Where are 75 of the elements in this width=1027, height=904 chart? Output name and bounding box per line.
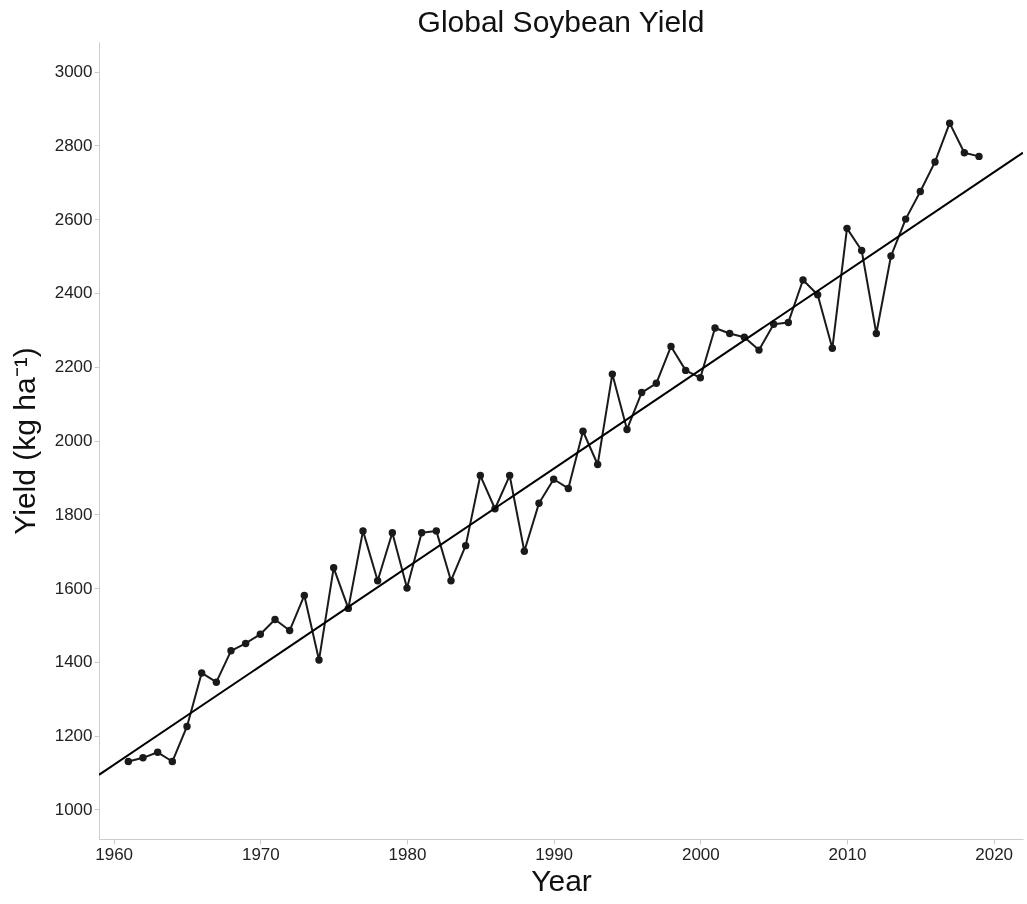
point (329, 564, 338, 572)
point (828, 344, 837, 352)
point (535, 499, 543, 507)
point (857, 246, 866, 255)
point (285, 626, 294, 635)
point (476, 471, 485, 480)
point (153, 748, 162, 756)
point (681, 366, 690, 375)
point (975, 152, 983, 161)
point (564, 484, 573, 493)
point (784, 318, 793, 327)
point (667, 342, 675, 351)
point (887, 252, 895, 260)
x-axis-title: Year (531, 863, 592, 897)
point (725, 329, 734, 338)
point (168, 757, 177, 766)
point (300, 591, 309, 600)
point (256, 630, 265, 638)
point (579, 427, 587, 435)
point (623, 425, 631, 434)
point (197, 669, 206, 677)
point (447, 577, 455, 585)
y-tick-label: 2600 (54, 209, 93, 229)
point (901, 215, 910, 223)
point (403, 584, 411, 592)
point (652, 379, 661, 388)
point (637, 388, 646, 397)
y-tick-label: 1200 (54, 726, 93, 746)
point (520, 547, 529, 555)
y-tick-label: 1000 (54, 799, 93, 819)
point (843, 224, 851, 233)
point (872, 329, 881, 338)
y-tick-label: 2000 (54, 431, 93, 450)
point (227, 647, 235, 655)
y-tick-label: 2200 (54, 357, 93, 377)
point (696, 374, 705, 382)
point (799, 276, 807, 284)
point (960, 148, 969, 157)
point (549, 475, 558, 483)
point (271, 615, 279, 624)
x-tick-label: 2020 (975, 844, 1014, 864)
point (315, 656, 323, 664)
y-tick-label: 1600 (54, 578, 93, 598)
point (183, 722, 191, 731)
point (593, 460, 602, 469)
point (711, 324, 719, 332)
x-tick-label: 2010 (828, 844, 867, 864)
x-tick-label: 2000 (681, 844, 720, 864)
point (916, 187, 925, 196)
point (359, 527, 367, 535)
y-tick-label: 2400 (54, 283, 93, 303)
y-tick-label: 1400 (54, 652, 93, 672)
y-tick-label: 2800 (54, 135, 93, 155)
point (755, 346, 763, 354)
point (608, 370, 617, 378)
x-tick-label: 1990 (535, 844, 574, 864)
point (388, 529, 397, 537)
x-tick-label: 1980 (388, 844, 427, 864)
point (417, 529, 426, 537)
point (124, 757, 133, 766)
point (241, 639, 250, 648)
point (461, 541, 470, 550)
point (931, 158, 939, 166)
y-tick-label: 1800 (54, 504, 93, 524)
point (432, 527, 441, 535)
x-tick-label: 1960 (95, 844, 134, 864)
point (212, 678, 221, 686)
y-tick-label: 3000 (54, 62, 93, 82)
point (945, 119, 954, 127)
point (373, 577, 382, 585)
point (139, 754, 147, 762)
chart-title: Global Soybean Yield (417, 5, 705, 38)
y-axis-title: Yield (kg ha⁻¹) (7, 347, 41, 535)
x-tick-label: 1970 (241, 844, 280, 864)
point (505, 471, 514, 480)
